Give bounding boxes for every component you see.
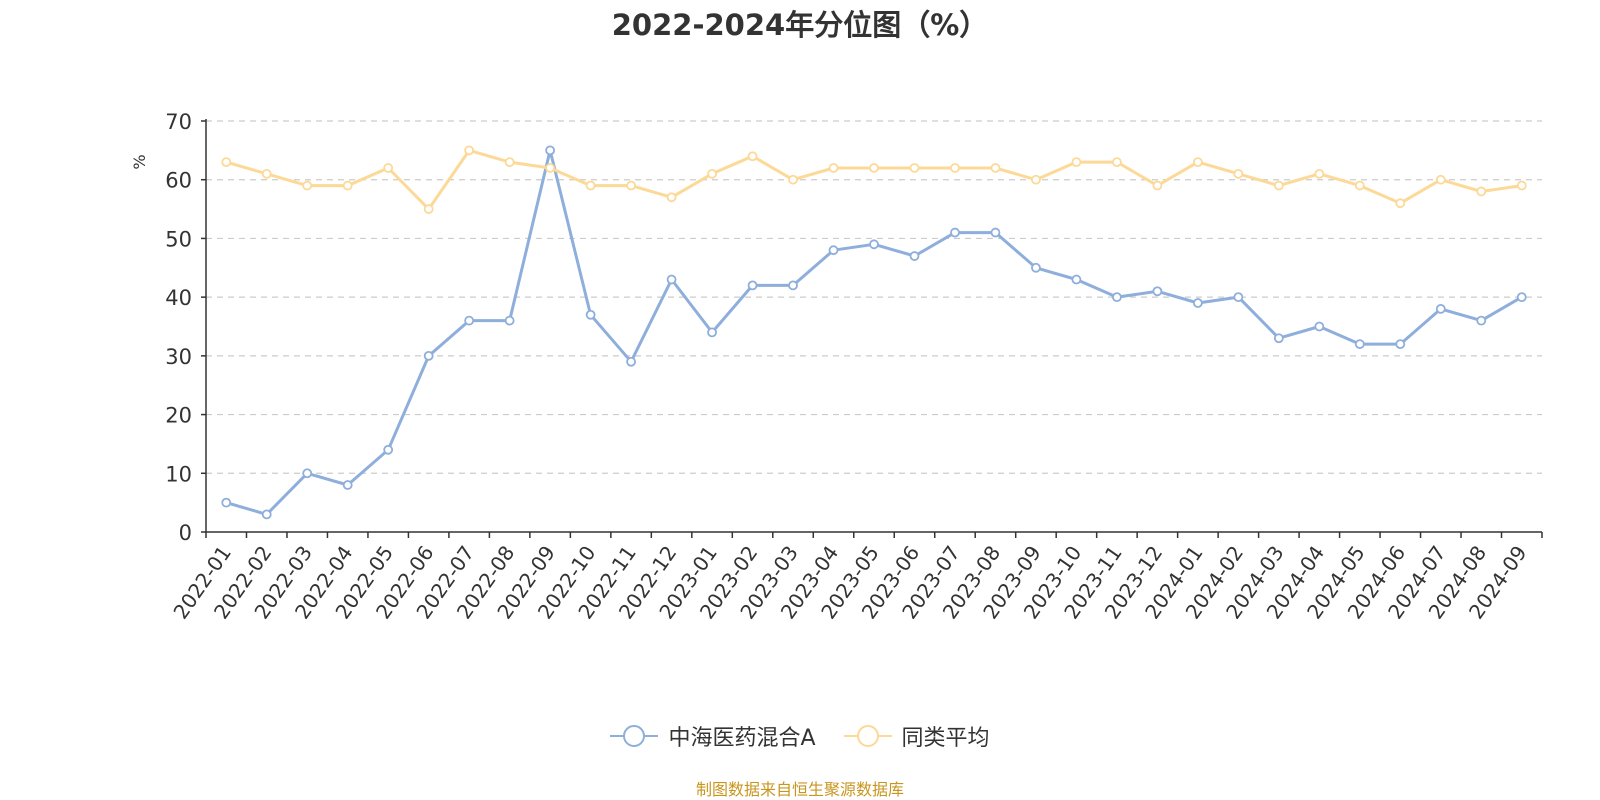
data-point-1 [950, 163, 960, 173]
data-point-1 [1192, 157, 1203, 168]
data-point-1 [1273, 180, 1284, 191]
data-point-1 [707, 168, 717, 179]
data-point-1 [747, 151, 758, 162]
data-point-1 [545, 163, 556, 173]
data-point-0 [464, 315, 475, 326]
data-point-0 [383, 444, 394, 455]
data-point-1 [909, 163, 920, 173]
data-point-0 [1071, 274, 1082, 285]
y-tick-label: 20 [165, 404, 192, 428]
data-point-1 [1031, 174, 1041, 185]
data-point-1 [261, 168, 272, 179]
data-point-0 [909, 251, 920, 261]
chart-title: 2022-2024年分位图（%） [611, 8, 989, 42]
data-point-1 [828, 163, 839, 173]
data-point-1 [302, 180, 313, 191]
y-tick-label: 40 [165, 286, 192, 310]
y-tick-label: 10 [165, 462, 192, 486]
data-point-1 [585, 180, 596, 191]
data-point-1 [1314, 168, 1325, 179]
data-point-0 [788, 280, 798, 291]
data-point-1 [1152, 180, 1163, 191]
series-line-0 [225, 148, 1523, 516]
data-point-0 [1314, 321, 1325, 332]
axes: 0102030405060702022-012022-022022-032022… [165, 110, 1543, 623]
grid-lines [206, 120, 1542, 474]
y-tick-label: 0 [179, 521, 192, 545]
data-point-1 [1435, 174, 1446, 185]
legend-item-fund[interactable]: 中海医药混合A [610, 720, 816, 752]
data-point-0 [1435, 303, 1446, 314]
data-point-0 [1152, 286, 1163, 297]
data-point-1 [504, 157, 515, 168]
y-tick-label: 30 [165, 345, 192, 369]
y-axis-label-group: % [130, 154, 149, 169]
data-point-0 [1395, 339, 1406, 350]
data-point-1 [383, 163, 394, 173]
legend-fund-marker-icon [610, 725, 659, 747]
data-point-1 [1071, 157, 1082, 168]
data-point-1 [1354, 180, 1365, 191]
data-point-1 [626, 180, 636, 191]
data-point-0 [707, 327, 717, 338]
legend-average-marker-icon [843, 725, 892, 747]
data-point-0 [1112, 292, 1122, 303]
series-lines [221, 145, 1527, 520]
data-point-0 [1192, 298, 1203, 308]
data-point-0 [828, 245, 839, 256]
data-point-0 [869, 239, 879, 250]
y-tick-label: 60 [165, 169, 192, 193]
data-point-0 [504, 315, 515, 326]
data-point-0 [342, 480, 353, 490]
data-point-0 [1031, 262, 1041, 273]
data-point-1 [1112, 157, 1122, 168]
data-point-1 [342, 180, 353, 191]
legend: 中海医药混合A 同类平均 [0, 720, 1600, 752]
data-point-1 [869, 163, 879, 173]
data-point-0 [1516, 292, 1527, 303]
data-point-1 [464, 145, 475, 156]
data-point-0 [302, 468, 313, 479]
data-point-0 [747, 280, 758, 291]
data-point-1 [221, 157, 232, 168]
data-point-0 [585, 309, 596, 320]
y-tick-label: 70 [165, 110, 192, 134]
data-point-0 [626, 356, 636, 367]
data-point-0 [221, 497, 232, 508]
legend-fund-label: 中海医药混合A [668, 726, 816, 751]
y-tick-label: 50 [165, 227, 192, 251]
data-point-1 [788, 174, 798, 185]
data-point-1 [1395, 198, 1406, 209]
data-point-0 [990, 227, 1001, 238]
data-point-1 [1476, 186, 1487, 197]
data-point-1 [666, 192, 677, 203]
data-point-1 [1233, 168, 1244, 179]
data-point-0 [1273, 333, 1284, 344]
data-point-0 [1476, 315, 1487, 326]
data-point-0 [950, 227, 960, 238]
data-point-0 [261, 509, 272, 520]
source-note: 制图数据来自恒生聚源数据库 [695, 780, 904, 799]
data-point-0 [545, 145, 556, 156]
y-axis-label: % [130, 154, 149, 169]
legend-average-label: 同类平均 [901, 726, 990, 751]
data-point-1 [1516, 180, 1527, 191]
data-point-0 [666, 274, 677, 285]
data-point-1 [423, 204, 434, 214]
data-point-0 [1354, 339, 1365, 350]
data-point-1 [990, 163, 1001, 173]
data-point-0 [1233, 292, 1244, 303]
data-point-0 [423, 350, 434, 361]
legend-item-average[interactable]: 同类平均 [843, 720, 990, 752]
